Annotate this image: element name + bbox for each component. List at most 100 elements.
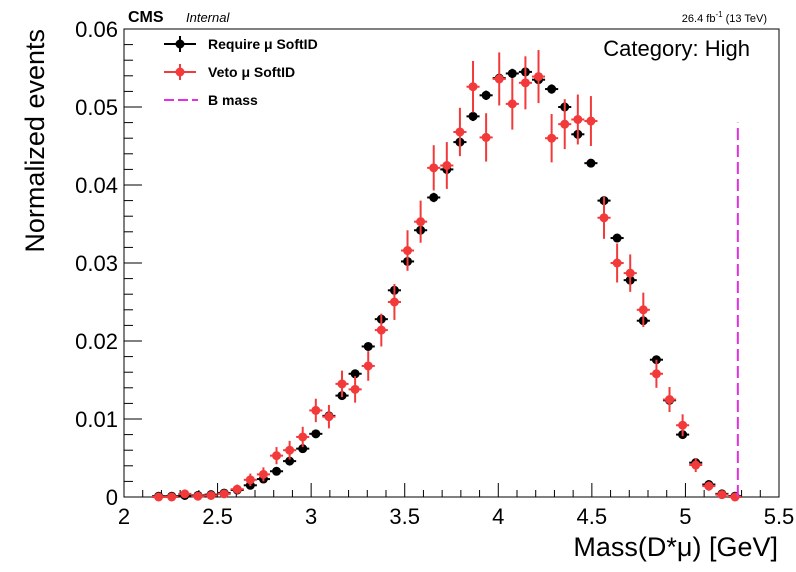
veto-marker — [429, 163, 439, 173]
veto-point — [453, 107, 467, 157]
x-tick-label: 3.5 — [389, 504, 420, 529]
veto-point — [256, 467, 270, 482]
y-tick-label: 0.05 — [75, 95, 118, 120]
x-axis: 2 2.5 3 3.5 4 4.5 5 5.5 — [118, 483, 794, 529]
veto-marker — [219, 489, 229, 499]
veto-point — [728, 492, 742, 502]
veto-point — [518, 56, 532, 110]
y-axis-title: Normalized events — [20, 29, 50, 253]
veto-point — [531, 50, 546, 104]
series-require — [152, 67, 742, 501]
category-label: Category: High — [603, 36, 750, 61]
veto-marker — [665, 395, 675, 404]
veto-point — [649, 359, 663, 388]
veto-marker — [311, 405, 321, 415]
internal-label: Internal — [186, 10, 230, 25]
veto-point — [361, 351, 375, 381]
series-veto — [152, 50, 742, 502]
veto-point — [662, 387, 677, 412]
legend-require-marker — [175, 39, 185, 49]
x-tick-label: 2 — [118, 504, 130, 529]
x-tick-label: 5.5 — [764, 504, 795, 529]
veto-marker — [180, 489, 190, 499]
require-point — [427, 192, 441, 203]
require-marker — [298, 444, 308, 454]
veto-marker — [468, 82, 478, 92]
veto-point — [335, 370, 349, 398]
veto-marker — [167, 492, 177, 502]
require-marker — [481, 90, 491, 100]
require-marker — [311, 429, 321, 439]
veto-point — [165, 492, 179, 502]
veto-marker — [258, 469, 268, 479]
veto-marker — [245, 475, 255, 485]
y-tick-label: 0.01 — [75, 407, 118, 432]
veto-marker — [416, 217, 426, 227]
veto-marker — [285, 445, 295, 455]
veto-marker — [272, 451, 282, 461]
veto-marker — [704, 481, 714, 491]
require-marker — [547, 84, 557, 94]
veto-point — [414, 200, 428, 243]
veto-marker — [547, 133, 557, 143]
require-point — [545, 84, 559, 94]
veto-marker — [586, 116, 596, 126]
veto-marker — [678, 420, 688, 430]
require-marker — [468, 111, 478, 121]
veto-marker — [481, 132, 491, 142]
legend-bmass-label: B mass — [208, 92, 258, 108]
veto-marker — [324, 412, 334, 422]
veto-point — [676, 414, 690, 437]
require-marker — [507, 68, 517, 78]
legend-entry-veto: Veto μ SoftID — [164, 64, 295, 80]
veto-point — [322, 404, 336, 429]
require-point — [361, 341, 375, 351]
veto-point — [191, 491, 205, 501]
veto-marker — [193, 491, 203, 501]
veto-point — [152, 492, 166, 502]
veto-point — [178, 489, 192, 499]
x-tick-label: 4 — [492, 504, 504, 529]
veto-point — [466, 60, 480, 113]
require-point — [348, 369, 362, 379]
veto-marker — [206, 490, 216, 500]
legend-entry-bmass: B mass — [164, 92, 258, 108]
veto-marker — [717, 490, 727, 500]
veto-point — [283, 440, 297, 460]
veto-point — [584, 96, 598, 146]
cms-label: CMS — [128, 9, 164, 26]
y-tick-label: 0.03 — [75, 251, 118, 276]
veto-point — [243, 473, 257, 487]
require-point — [584, 158, 598, 168]
y-axis: 0 0.01 0.02 0.03 0.04 0.05 0.06 — [75, 17, 142, 510]
veto-point — [571, 94, 585, 145]
veto-point — [230, 484, 244, 494]
veto-point — [387, 284, 401, 320]
veto-point — [479, 113, 493, 162]
veto-marker — [350, 384, 360, 394]
x-axis-title: Mass(D*μ) [GeV] — [573, 532, 778, 562]
x-tick-label: 5 — [679, 504, 691, 529]
veto-marker — [337, 379, 347, 389]
require-marker — [285, 456, 295, 466]
y-tick-label: 0.02 — [75, 329, 118, 354]
veto-marker — [154, 492, 164, 502]
veto-marker — [507, 99, 517, 109]
veto-marker — [651, 369, 661, 379]
require-point — [505, 68, 519, 79]
x-tick-label: 4.5 — [577, 504, 608, 529]
require-point — [269, 466, 284, 476]
veto-marker — [403, 246, 413, 256]
y-tick-label: 0.04 — [75, 173, 118, 198]
veto-marker — [455, 127, 465, 137]
veto-marker — [376, 325, 386, 335]
veto-marker — [442, 161, 452, 170]
veto-marker — [599, 213, 609, 223]
veto-marker — [494, 74, 504, 84]
legend: Require μ SoftID Veto μ SoftID B mass — [164, 36, 318, 108]
x-tick-label: 3 — [305, 504, 317, 529]
veto-point — [610, 243, 624, 283]
x-tick-label: 2.5 — [202, 504, 233, 529]
veto-marker — [638, 305, 648, 315]
veto-marker — [520, 78, 530, 88]
